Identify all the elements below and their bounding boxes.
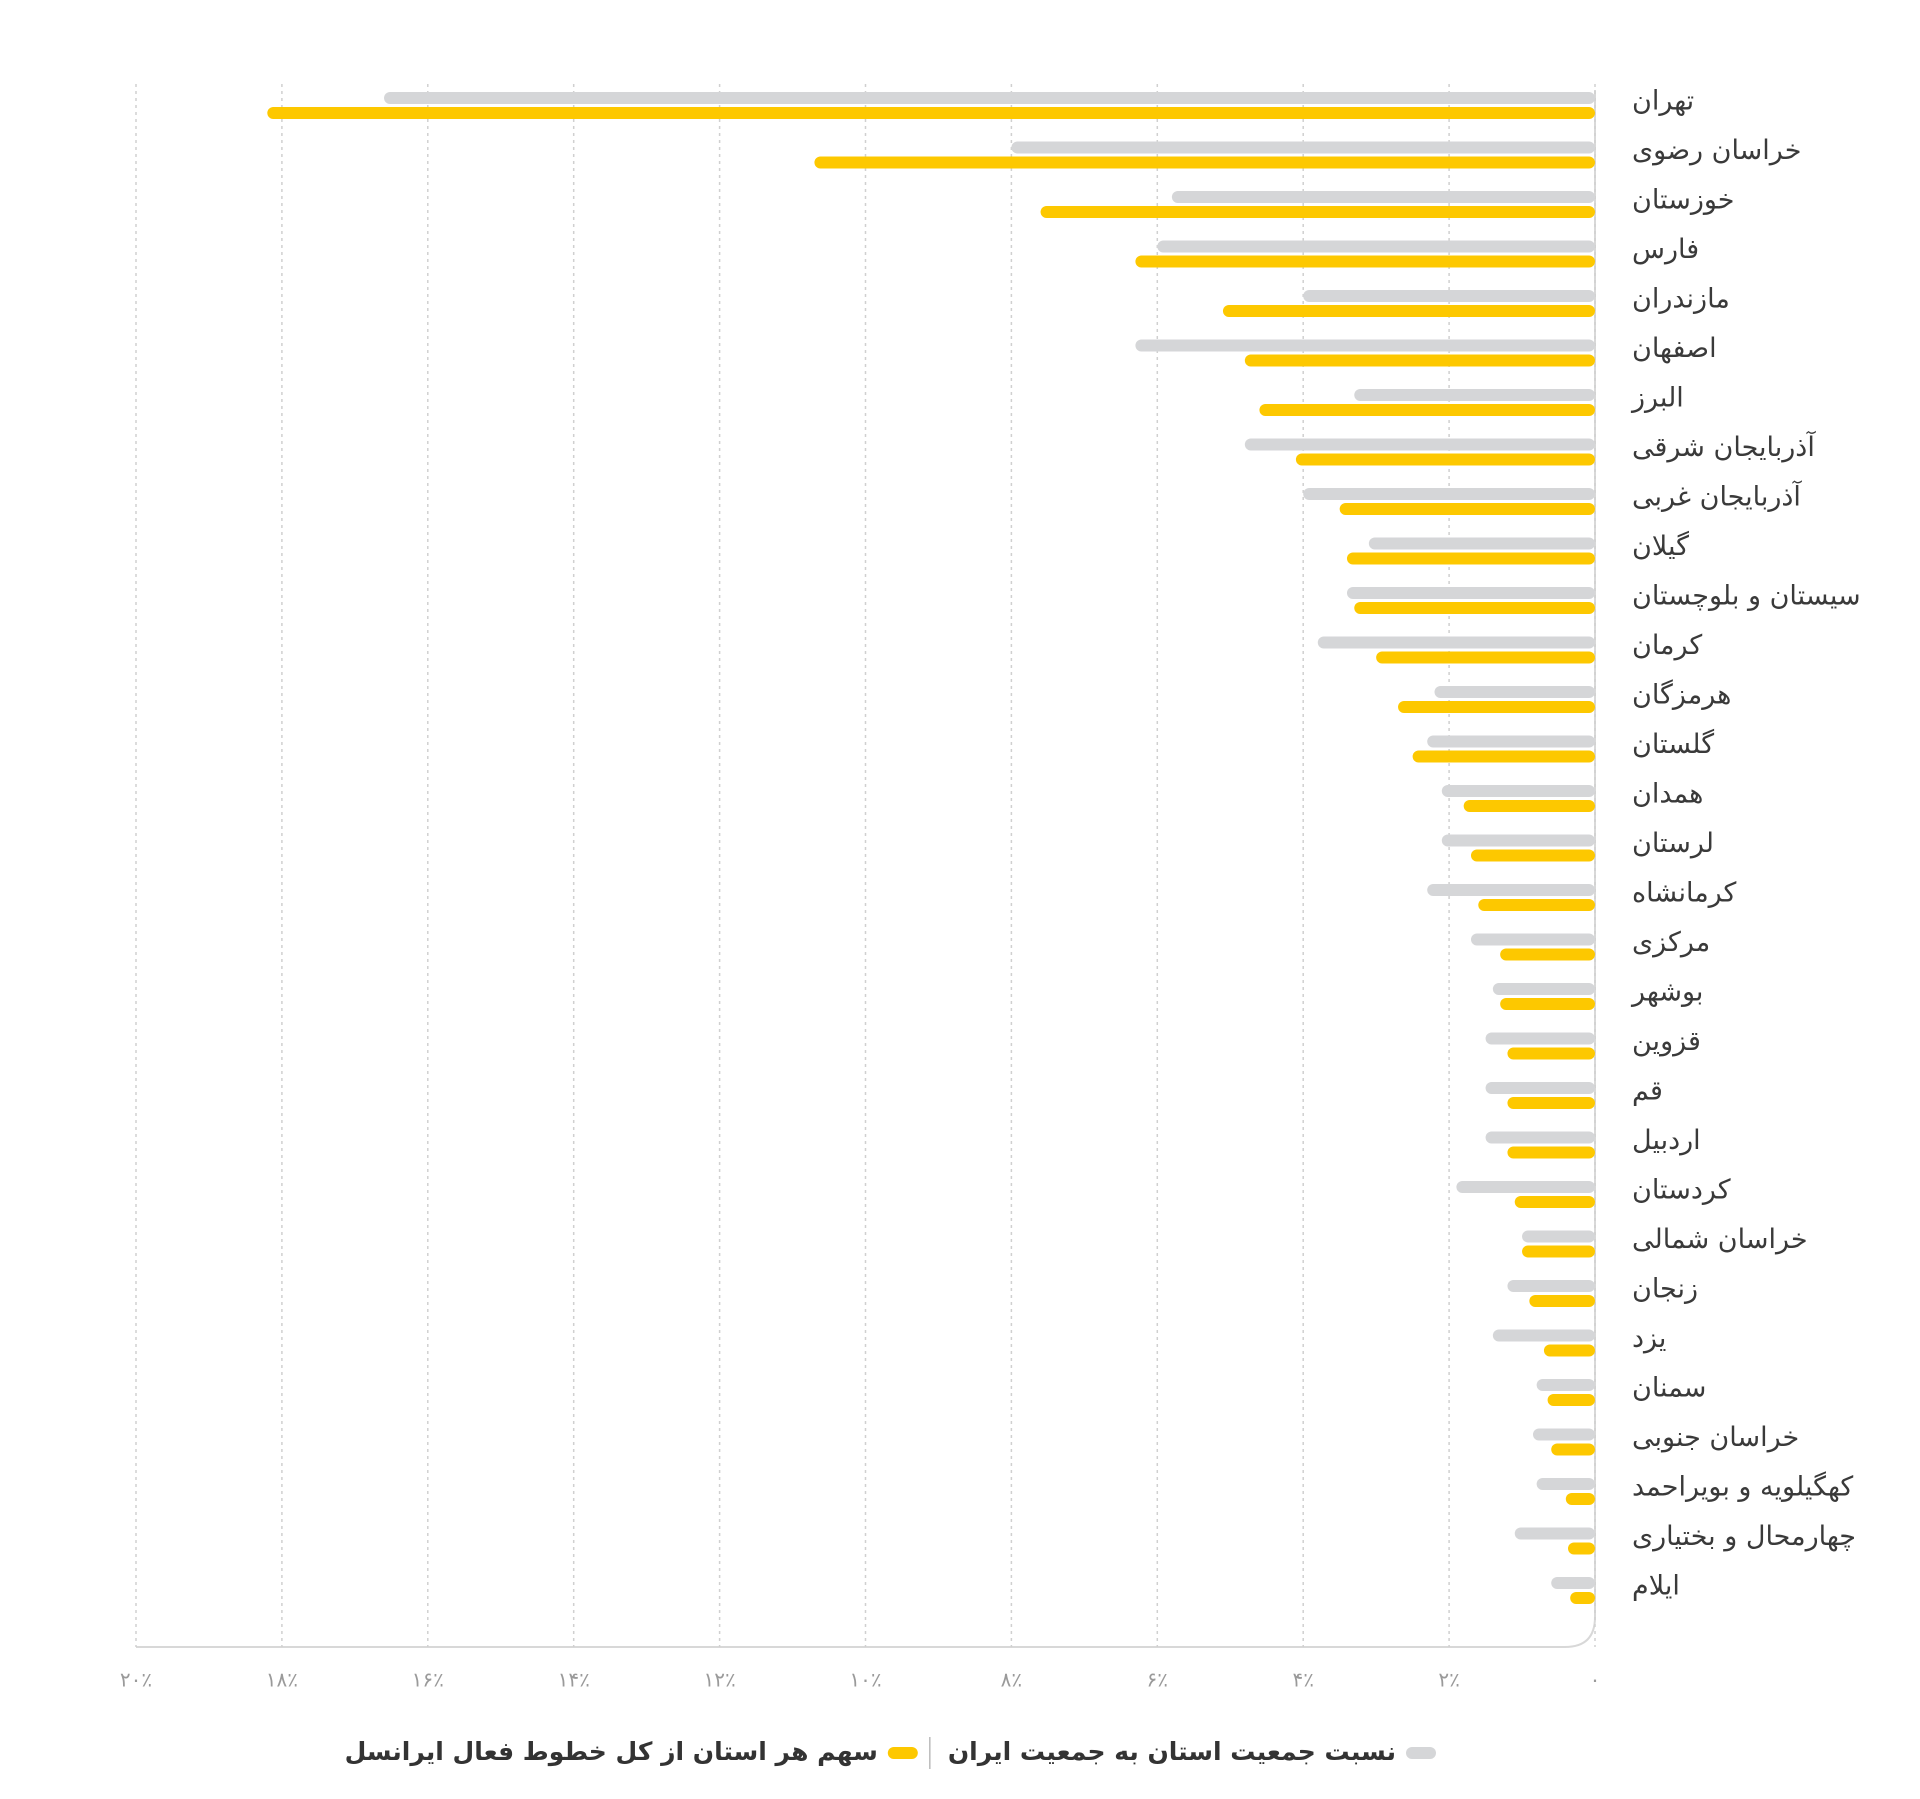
category-label: لرستان: [1632, 828, 1714, 859]
category-label: همدان: [1632, 779, 1703, 810]
category-label: کهگیلویه و بویراحمد: [1632, 1471, 1853, 1503]
category-label: بوشهر: [1630, 977, 1703, 1008]
x-tick-label: ۰: [1590, 1668, 1601, 1692]
x-tick-label: ۸٪: [1001, 1668, 1022, 1692]
category-label: هرمزگان: [1632, 679, 1731, 711]
category-label: خراسان رضوی: [1632, 135, 1801, 166]
category-label: گیلان: [1632, 530, 1689, 562]
category-label: یزد: [1632, 1323, 1666, 1354]
category-label: فارس: [1632, 234, 1699, 265]
category-label: خوزستان: [1632, 185, 1735, 216]
category-label: چهارمحال و بختیاری: [1632, 1521, 1856, 1552]
x-tick-label: ۶٪: [1147, 1668, 1168, 1692]
category-label: زنجان: [1632, 1274, 1698, 1305]
x-tick-label: ۱۴٪: [558, 1668, 590, 1692]
category-label: اصفهان: [1632, 333, 1717, 364]
category-label: ایلام: [1632, 1571, 1680, 1602]
x-tick-label: ۲٪: [1438, 1668, 1459, 1692]
category-label: کرمان: [1632, 630, 1702, 661]
category-label: مازندران: [1632, 284, 1730, 315]
category-label: آذربایجان غربی: [1632, 481, 1802, 513]
category-label: خراسان جنوبی: [1632, 1422, 1799, 1453]
category-label: سمنان: [1632, 1373, 1706, 1404]
category-label: کردستان: [1632, 1175, 1731, 1206]
x-tick-label: ۱۲٪: [703, 1668, 735, 1692]
x-tick-label: ۴٪: [1292, 1668, 1313, 1692]
category-label: کرمانشاه: [1632, 878, 1737, 909]
x-tick-label: ۲۰٪: [120, 1668, 152, 1692]
category-label: مرکزی: [1632, 927, 1710, 958]
legend-label: نسبت جمعیت استان به جمعیت ایران: [948, 1737, 1396, 1767]
x-tick-label: ۱۶٪: [412, 1668, 444, 1692]
x-tick-label: ۱۰٪: [849, 1668, 881, 1692]
category-label: خراسان شمالی: [1632, 1224, 1808, 1255]
category-label: قم: [1632, 1076, 1663, 1107]
legend-label: سهم هر استان از کل خطوط فعال ایرانسل: [345, 1737, 878, 1767]
category-label: آذربایجان شرقی: [1632, 431, 1816, 463]
category-label: قزوین: [1632, 1026, 1701, 1057]
category-label: گلستان: [1632, 728, 1714, 760]
category-label: البرز: [1630, 383, 1684, 414]
category-label: اردبیل: [1632, 1125, 1701, 1156]
x-tick-label: ۱۸٪: [266, 1668, 298, 1692]
category-label: تهران: [1632, 86, 1694, 117]
category-label: سیستان و بلوچستان: [1632, 581, 1861, 612]
